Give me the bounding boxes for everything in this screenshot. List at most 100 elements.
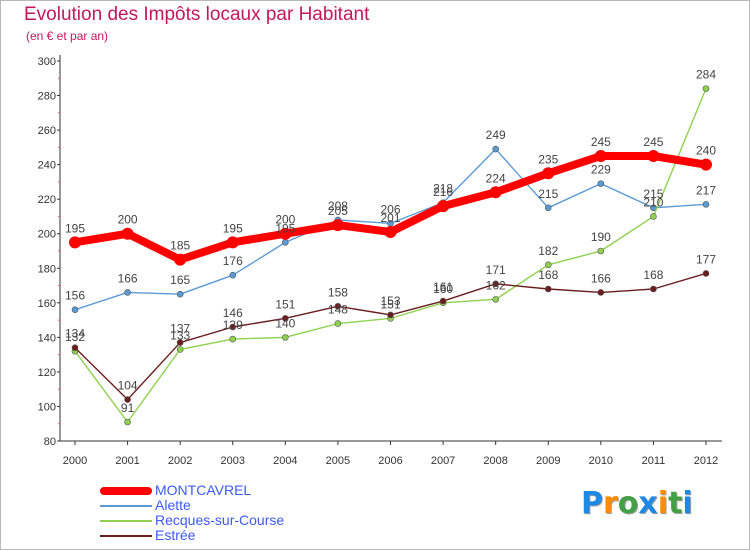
data-point	[700, 158, 712, 171]
y-tick-label: 200	[38, 229, 56, 241]
legend-item: MONTCAVREL	[100, 482, 360, 499]
data-label: 218	[433, 182, 453, 196]
proxiti-logo: Proxiti	[581, 486, 693, 521]
x-tick-label: 2002	[168, 455, 192, 467]
y-tick-label: 220	[38, 194, 56, 206]
legend-item: Estrée	[100, 527, 360, 544]
legend-label: Recques-sur-Course	[155, 512, 285, 528]
data-label: 245	[643, 135, 663, 149]
x-tick-label: 2001	[115, 455, 139, 467]
logo-letter: x	[638, 486, 658, 521]
data-label: 200	[118, 213, 138, 227]
data-label: 216	[433, 185, 453, 199]
data-label: 249	[486, 128, 506, 142]
legend-swatch	[100, 487, 152, 495]
data-point	[229, 323, 237, 331]
data-point	[226, 236, 239, 249]
y-tick-label: 160	[38, 298, 56, 310]
logo-letter: t	[668, 486, 683, 521]
data-point	[544, 204, 552, 212]
data-label: 91	[121, 401, 135, 415]
chart-title: Evolution des Impôts locaux par Habitant	[24, 4, 370, 25]
data-point	[282, 315, 289, 322]
x-tick-label: 2011	[642, 455, 666, 467]
data-label: 171	[486, 263, 506, 277]
logo-letter: i	[657, 486, 669, 521]
data-label: 201	[380, 211, 400, 225]
y-tick-label: 100	[38, 401, 56, 413]
data-label: 148	[328, 303, 348, 317]
data-label: 235	[538, 152, 558, 166]
y-tick-label: 120	[38, 367, 56, 379]
data-label: 168	[643, 268, 663, 282]
logo-letter: i	[682, 486, 693, 521]
data-point	[650, 285, 657, 293]
data-label: 215	[643, 187, 663, 201]
y-tick-label: 280	[38, 91, 56, 103]
y-tick-label: 80	[44, 436, 56, 448]
data-point	[229, 271, 237, 279]
data-label: 161	[433, 280, 453, 294]
data-label: 215	[538, 187, 558, 201]
data-label: 151	[380, 297, 400, 311]
data-point	[702, 201, 710, 208]
data-point	[492, 280, 499, 288]
legend-label: Alette	[155, 497, 191, 513]
data-point	[176, 346, 184, 353]
data-label: 168	[538, 268, 558, 282]
data-point	[544, 285, 552, 293]
x-tick-label: 2007	[431, 455, 455, 467]
data-point	[229, 335, 237, 343]
data-label: 190	[591, 230, 611, 244]
legend-item: Alette	[100, 497, 360, 514]
data-label: 165	[170, 273, 190, 287]
data-point	[174, 253, 187, 266]
data-point	[124, 418, 131, 426]
y-tick-label: 140	[38, 332, 56, 344]
data-label: 137	[170, 322, 190, 336]
data-point	[594, 150, 607, 162]
data-label: 132	[65, 330, 85, 344]
data-point	[331, 219, 344, 232]
data-label: 208	[328, 199, 348, 213]
data-label: 224	[486, 171, 506, 185]
x-tick-label: 2005	[326, 455, 350, 467]
legend-swatch	[100, 505, 152, 507]
data-label: 140	[275, 316, 295, 330]
data-point	[597, 289, 605, 296]
data-point	[492, 296, 499, 303]
y-tick-label: 300	[38, 56, 56, 68]
data-label: 210	[643, 195, 663, 209]
data-point	[489, 186, 502, 199]
data-label: 206	[380, 202, 400, 216]
legend-swatch	[100, 535, 152, 537]
legend-item: Recques-sur-Course	[100, 512, 360, 529]
x-tick-label: 2010	[589, 455, 613, 467]
data-point	[334, 320, 342, 327]
data-point	[544, 261, 552, 269]
data-point	[597, 247, 605, 255]
data-point	[279, 227, 292, 240]
data-label: 200	[275, 213, 295, 227]
logo-letter: P	[581, 486, 603, 521]
data-label: 162	[486, 278, 506, 292]
data-point	[650, 213, 657, 220]
data-label: 240	[696, 144, 716, 158]
data-label: 158	[328, 285, 348, 299]
data-point	[176, 290, 184, 298]
data-point	[597, 180, 605, 187]
y-tick-label: 180	[38, 263, 56, 275]
data-label: 185	[170, 239, 190, 253]
data-point	[702, 270, 710, 277]
data-label: 166	[118, 271, 138, 285]
data-label: 177	[696, 252, 716, 266]
data-label: 151	[275, 297, 295, 311]
x-tick-label: 2006	[378, 455, 402, 467]
chart-legend: MONTCAVREL Alette Recques-sur-Course Estrée	[100, 482, 360, 544]
x-tick-label: 2012	[694, 455, 718, 467]
data-label: 284	[696, 68, 716, 82]
logo-letter: r	[603, 486, 618, 521]
y-tick-label: 240	[38, 160, 56, 172]
